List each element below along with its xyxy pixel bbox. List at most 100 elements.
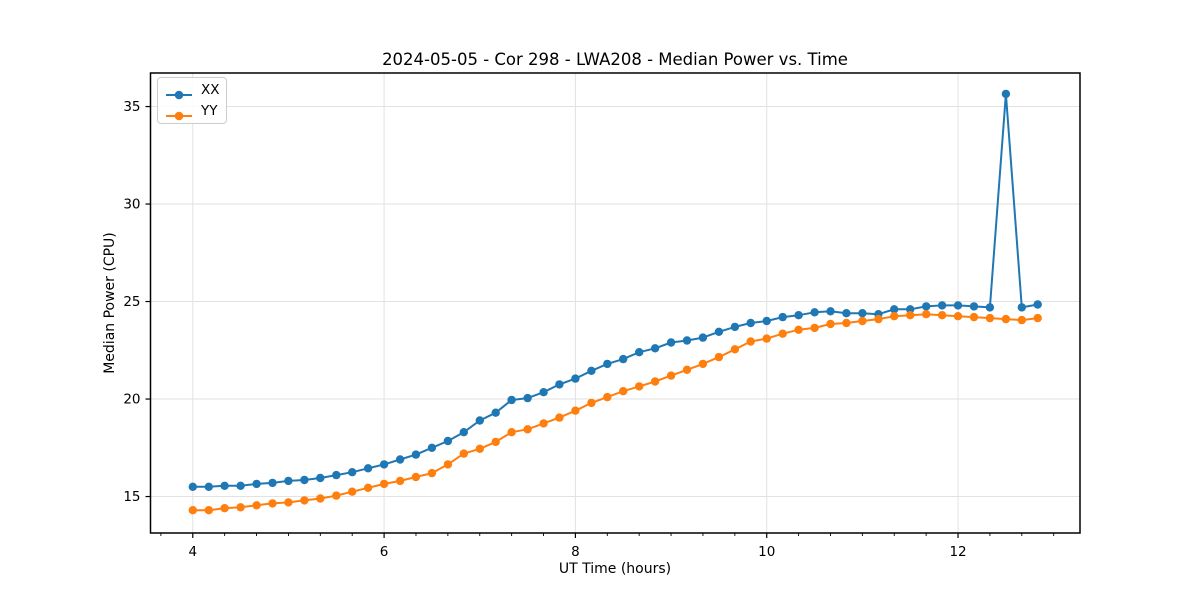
marker-yy [953,312,963,321]
marker-xx [491,408,500,417]
marker-xx [236,481,245,490]
marker-yy [459,449,468,458]
marker-yy [778,329,787,338]
marker-xx [730,322,740,332]
legend-label-yy: YY [201,102,218,119]
marker-xx [443,436,453,446]
marker-xx [188,482,197,491]
x-tick-label: 12 [949,544,966,560]
marker-xx [523,393,532,403]
marker-xx [284,476,293,486]
marker-xx [332,470,341,480]
marker-yy [316,494,325,503]
marker-yy [826,319,835,329]
marker-xx [555,380,564,389]
marker-xx [348,468,357,477]
marker-yy [268,499,277,508]
marker-xx [858,309,867,318]
marker-xx [842,309,851,318]
marker-yy [906,311,915,320]
marker-yy [427,468,437,478]
marker-xx [810,308,819,317]
marker-yy [1017,315,1026,325]
legend-line-marker-yy [165,106,193,121]
marker-xx [762,316,771,326]
marker-xx [268,478,277,488]
marker-xx [985,303,995,312]
marker-yy [698,359,708,369]
marker-yy [842,318,851,328]
series-yy [188,310,1042,515]
marker-yy [603,392,612,402]
marker-yy [507,428,516,437]
legend-line-marker-xx [165,85,193,100]
marker-xx [682,336,692,345]
marker-xx [746,318,755,328]
marker-yy [682,365,692,374]
series-xx [188,89,1042,491]
marker-xx [427,443,437,452]
legend-label-xx: XX [201,82,220,99]
marker-xx [363,464,373,473]
marker-yy [985,313,995,323]
marker-yy [300,496,309,505]
marker-yy [252,501,261,510]
marker-xx [571,374,580,383]
marker-yy [332,491,341,500]
marker-xx [475,416,484,425]
marker-yy [922,310,931,319]
plot-border [149,72,1081,534]
marker-yy [523,425,532,434]
x-tick-label: 6 [380,544,389,560]
marker-yy [284,498,293,507]
marker-xx [587,366,596,375]
marker-xx [619,354,628,364]
marker-yy [746,337,755,346]
marker-yy [475,444,484,453]
legend-entry-xx: XX [165,81,226,100]
x-axis-label: UT Time (hours) [558,561,672,577]
marker-yy [443,460,453,469]
marker-yy [858,316,867,326]
chart-title: 2024-05-05 - Cor 298 - LWA208 - Median P… [382,50,848,69]
marker-yy [1001,314,1011,324]
marker-xx [316,473,325,483]
marker-xx [666,338,676,347]
marker-yy [363,483,373,492]
marker-yy [762,334,771,343]
marker-xx [379,460,389,469]
marker-xx [953,301,963,310]
y-axis-label: Median Power (CPU) [102,232,118,374]
legend: XX YY [157,77,227,124]
marker-yy [491,437,500,447]
y-tick-label: 25 [123,294,140,310]
marker-yy [188,506,197,515]
marker-yy [810,323,819,333]
marker-xx [650,344,660,353]
marker-yy [635,382,644,391]
marker-yy [1033,313,1042,323]
marker-yy [666,371,676,380]
marker-xx [1033,300,1042,309]
marker-xx [220,481,229,490]
marker-xx [1017,303,1026,312]
marker-yy [571,406,580,415]
y-tick-label: 15 [123,489,140,505]
marker-yy [220,504,229,513]
marker-yy [937,311,947,320]
marker-yy [619,387,628,396]
marker-yy [539,419,548,428]
marker-yy [969,312,979,322]
marker-xx [778,312,787,322]
x-tick-label: 10 [758,544,775,560]
marker-xx [906,305,915,314]
y-tick-label: 20 [123,392,140,408]
marker-xx [698,333,708,342]
marker-xx [794,311,803,320]
marker-xx [603,359,612,369]
marker-xx [252,479,261,489]
marker-xx [459,428,468,437]
marker-xx [300,475,309,485]
